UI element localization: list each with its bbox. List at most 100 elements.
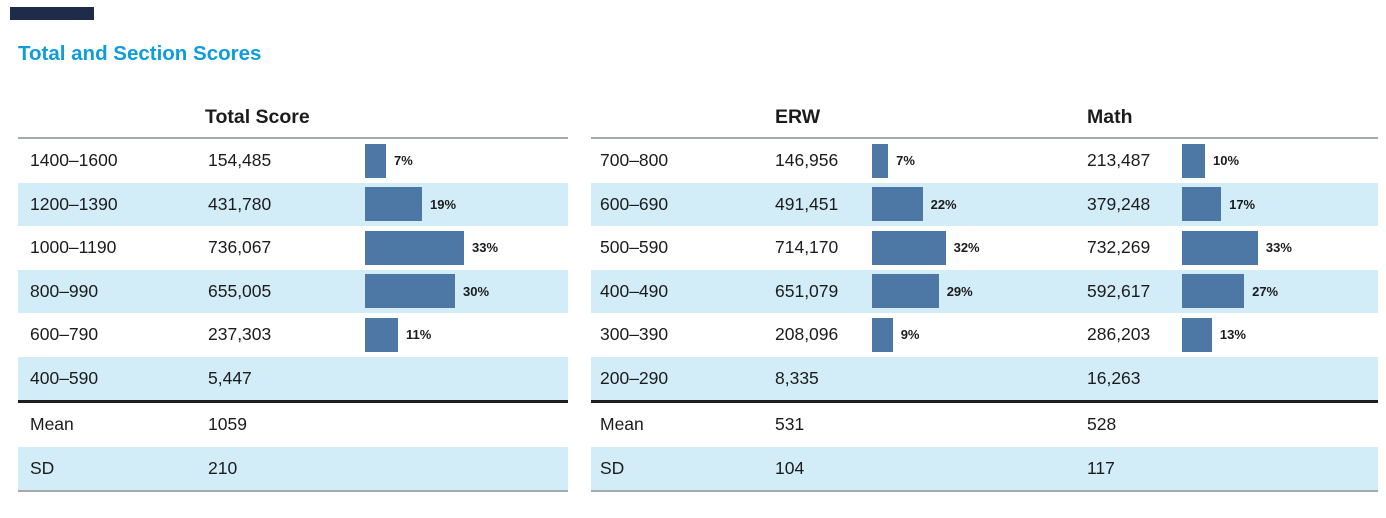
percent-bar: [365, 274, 455, 309]
percent-bar-group: 7%: [365, 139, 413, 183]
erw-percent-bar-group: 7%: [872, 139, 915, 183]
table-row: 700–800 146,956 7% 213,487 10%: [591, 139, 1378, 183]
table-row: 200–290 8,335 16,263: [591, 356, 1378, 400]
table-row: 800–990 655,005 30%: [18, 269, 568, 314]
section-header-row: ERW Math: [591, 100, 1378, 137]
percent-bar-group: 33%: [365, 226, 498, 270]
erw-percent-bar-group: 22%: [872, 183, 957, 227]
erw-sd-value: 104: [775, 457, 805, 478]
total-score-header-row: Total Score: [18, 100, 568, 137]
percent-bar: [365, 317, 398, 352]
erw-mean-value: 531: [775, 414, 805, 435]
score-range: 1400–1600: [30, 150, 118, 171]
table-row: 400–490 651,079 29% 592,617 27%: [591, 269, 1378, 314]
mean-row: Mean 531 528: [591, 403, 1378, 447]
percent-label: 27%: [1252, 283, 1279, 299]
percent-bar: [1182, 230, 1258, 265]
sd-row: SD 104 117: [591, 446, 1378, 490]
percent-label: 10%: [1213, 153, 1240, 169]
count-value: 655,005: [208, 280, 272, 301]
percent-label: 33%: [1265, 240, 1292, 256]
score-range: 200–290: [600, 367, 669, 388]
percent-label: 13%: [1219, 327, 1246, 343]
math-count-value: 732,269: [1087, 237, 1151, 258]
erw-count-value: 651,079: [775, 280, 839, 301]
percent-bar: [1182, 143, 1205, 178]
percent-bar: [365, 143, 386, 178]
erw-percent-bar-group: 9%: [872, 313, 919, 357]
score-range: 400–590: [30, 367, 99, 388]
percent-bar: [872, 230, 946, 265]
erw-count-value: 491,451: [775, 193, 839, 214]
mean-row: Mean 1059: [18, 403, 568, 447]
percent-bar: [1182, 317, 1212, 352]
score-range: 600–790: [30, 324, 99, 345]
percent-label: 17%: [1229, 196, 1256, 212]
erw-percent-bar-group: 32%: [872, 226, 980, 270]
table-row: 1200–1390 431,780 19%: [18, 182, 568, 227]
total-score-table: Total Score 1400–1600 154,485 7% 1200–13…: [18, 100, 568, 492]
erw-count-value: 208,096: [775, 324, 839, 345]
percent-bar: [365, 187, 422, 222]
mean-label: Mean: [30, 414, 74, 435]
page-title: Total and Section Scores: [18, 42, 262, 65]
percent-bar-group: 30%: [365, 270, 489, 314]
math-percent-bar-group: 27%: [1182, 270, 1278, 314]
table-top-rule: [591, 137, 1378, 139]
mean-label: Mean: [600, 414, 644, 435]
score-range: 300–390: [600, 324, 669, 345]
math-sd-value: 117: [1087, 457, 1115, 478]
total-score-column-header: Total Score: [205, 106, 310, 128]
math-percent-bar-group: 33%: [1182, 226, 1292, 270]
table-bottom-rule: [18, 490, 568, 492]
percent-label: 29%: [946, 283, 973, 299]
sd-value: 210: [208, 457, 238, 478]
score-range: 700–800: [600, 150, 669, 171]
percent-bar: [365, 230, 464, 265]
erw-count-value: 146,956: [775, 150, 839, 171]
percent-label: 9%: [900, 327, 920, 343]
percent-label: 33%: [472, 240, 499, 256]
score-range: 1000–1190: [30, 237, 117, 258]
percent-bar-group: 11%: [365, 313, 431, 357]
percent-label: 32%: [953, 240, 980, 256]
erw-column-header: ERW: [775, 106, 821, 128]
erw-count-value: 714,170: [775, 237, 839, 258]
math-percent-bar-group: 10%: [1182, 139, 1239, 183]
score-range: 400–490: [600, 280, 669, 301]
score-range: 500–590: [600, 237, 669, 258]
math-count-value: 213,487: [1087, 150, 1151, 171]
percent-label: 30%: [463, 283, 490, 299]
percent-bar: [872, 187, 923, 222]
percent-bar: [872, 274, 939, 309]
score-range: 1200–1390: [30, 193, 118, 214]
sd-row: SD 210: [18, 446, 568, 490]
sd-label: SD: [30, 457, 55, 478]
table-row: 1400–1600 154,485 7%: [18, 139, 568, 183]
percent-bar: [872, 317, 893, 352]
header-bar-fragment: [10, 7, 94, 20]
math-percent-bar-group: 17%: [1182, 183, 1255, 227]
percent-label: 7%: [896, 153, 915, 169]
percent-bar-group: 19%: [365, 183, 456, 227]
math-count-value: 379,248: [1087, 193, 1151, 214]
count-value: 154,485: [208, 150, 272, 171]
math-count-value: 286,203: [1087, 324, 1151, 345]
count-value: 736,067: [208, 237, 272, 258]
math-mean-value: 528: [1087, 414, 1117, 435]
percent-label: 11%: [406, 327, 432, 343]
table-row: 300–390 208,096 9% 286,203 13%: [591, 313, 1378, 357]
mean-value: 1059: [208, 414, 247, 435]
sd-label: SD: [600, 457, 625, 478]
count-value: 5,447: [208, 367, 252, 388]
table-bottom-rule: [591, 490, 1378, 492]
percent-bar: [1182, 274, 1245, 309]
erw-count-value: 8,335: [775, 367, 819, 388]
percent-label: 7%: [394, 153, 413, 169]
table-row: 600–690 491,451 22% 379,248 17%: [591, 182, 1378, 227]
count-value: 237,303: [208, 324, 272, 345]
table-row: 1000–1190 736,067 33%: [18, 226, 568, 270]
count-value: 431,780: [208, 193, 272, 214]
math-column-header: Math: [1087, 106, 1133, 128]
